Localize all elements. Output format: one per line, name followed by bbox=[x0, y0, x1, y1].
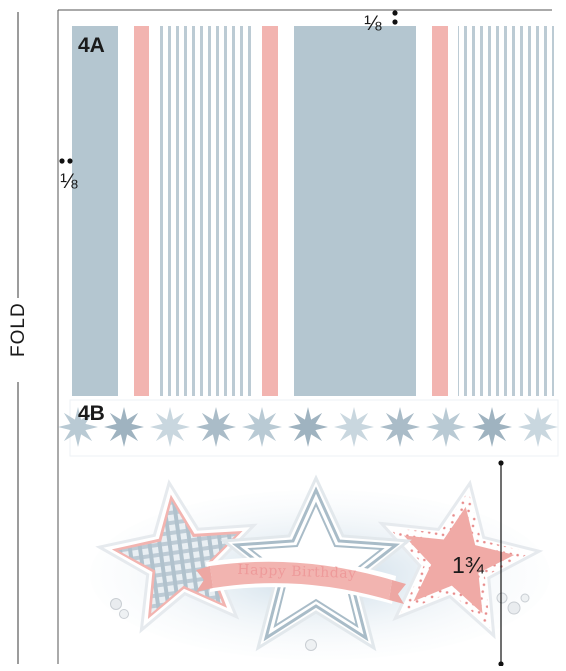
stripe-pink bbox=[432, 26, 448, 396]
fold-label: FOLD bbox=[8, 302, 29, 357]
top-margin-marker bbox=[392, 10, 398, 25]
stripe-wide-left bbox=[72, 26, 118, 396]
border-star-icon bbox=[472, 407, 512, 447]
border-star-icon bbox=[288, 407, 328, 447]
border-star-icon bbox=[196, 407, 236, 447]
birthday-banner bbox=[196, 557, 406, 604]
border-star-icon bbox=[150, 407, 190, 447]
border-star-icon bbox=[334, 407, 374, 447]
left-margin-measurement: ⅛ bbox=[60, 170, 78, 193]
stripe-pink bbox=[262, 26, 278, 396]
glitter-star bbox=[377, 479, 544, 640]
border-star-icon bbox=[380, 407, 420, 447]
pearl-embellishments bbox=[110, 592, 530, 651]
stripe-wide-center bbox=[294, 26, 416, 396]
panel-4b-star-border bbox=[58, 399, 559, 457]
height-marker bbox=[498, 460, 504, 667]
stripe-pink bbox=[134, 26, 149, 396]
stripe-fine-group bbox=[158, 26, 254, 396]
border-star-icon bbox=[242, 407, 282, 447]
border-star-icon bbox=[58, 407, 98, 447]
panel-4a-striped-paper bbox=[66, 20, 556, 398]
panel-4b-label: 4B bbox=[78, 402, 105, 425]
top-margin-measurement: ⅛ bbox=[364, 12, 382, 35]
border-star-icon bbox=[104, 407, 144, 447]
border-star-icon bbox=[518, 407, 558, 447]
left-margin-marker bbox=[59, 158, 73, 164]
card-outline bbox=[57, 9, 552, 664]
star-embellishment bbox=[95, 474, 544, 652]
border-star-icon bbox=[426, 407, 466, 447]
panel-4a-label: 4A bbox=[78, 34, 105, 57]
stripe-fine-group bbox=[458, 26, 554, 396]
embellishment-height-measurement: 1¾ bbox=[452, 552, 484, 578]
